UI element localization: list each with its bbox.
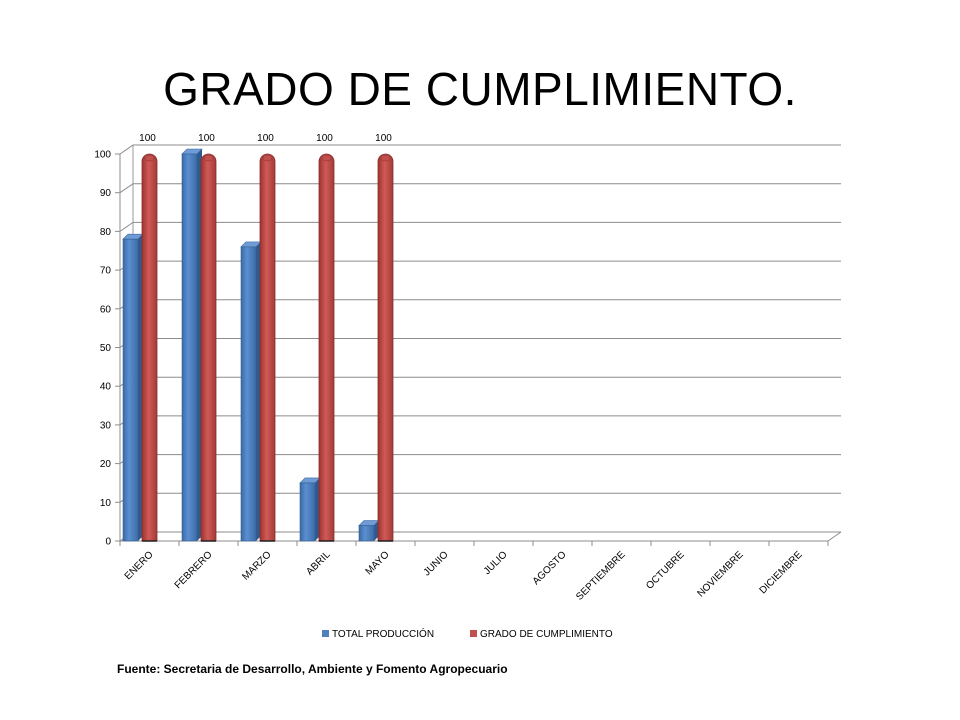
x-tick-label: SEPTIEMBRE: [574, 549, 628, 603]
x-tick-label: NOVIEMBRE: [695, 549, 745, 599]
legend-item: TOTAL PRODUCCIÓN: [322, 627, 434, 640]
legend-swatch: [322, 630, 329, 637]
y-tick-label: 50: [100, 343, 112, 354]
bar-grado-cumplimiento: [141, 153, 158, 542]
gridline: [119, 492, 841, 503]
x-tick-label: AGOSTO: [531, 549, 569, 587]
y-tick-label: 70: [100, 266, 112, 277]
y-tick-label: 60: [100, 304, 112, 315]
bar-total-produccion: [240, 241, 262, 542]
floor-edge: [827, 531, 842, 542]
slide-title: GRADO DE CUMPLIMIENTO.: [163, 63, 797, 115]
x-tick-label: JULIO: [482, 549, 510, 577]
chart-bars: [122, 148, 394, 542]
data-label: 100: [257, 133, 274, 144]
legend-label: GRADO DE CUMPLIMIENTO: [480, 629, 613, 640]
bar-total-produccion: [299, 477, 321, 542]
y-tick-label: 0: [105, 537, 111, 548]
y-tick-label: 10: [100, 498, 112, 509]
data-label: 100: [139, 133, 156, 144]
x-tick-label: MAYO: [364, 549, 392, 577]
gridline: [119, 299, 841, 310]
bar-total-produccion: [181, 148, 203, 542]
y-tick-label: 90: [100, 188, 112, 199]
y-axis: 0 10 20 30 40 50 60 70 80 90 100: [94, 150, 121, 548]
gridline: [119, 144, 841, 155]
gridline: [119, 221, 841, 232]
data-label: 100: [316, 133, 333, 144]
data-label: 100: [198, 133, 215, 144]
bar-grado-cumplimiento: [318, 153, 335, 542]
x-tick-label: OCTUBRE: [644, 549, 687, 592]
y-tick-label: 40: [100, 382, 112, 393]
y-tick-label: 30: [100, 420, 112, 431]
gridline: [119, 454, 841, 465]
y-tick-label: 100: [94, 150, 111, 161]
data-labels: 100 100 100 100 100: [139, 133, 392, 144]
gridline: [119, 415, 841, 426]
gridline: [119, 338, 841, 348]
x-tick-label: ENERO: [123, 549, 156, 582]
data-label: 100: [375, 133, 392, 144]
x-tick-label: JUNIO: [422, 549, 451, 578]
gridline: [119, 531, 841, 542]
chart-gridlines: [119, 144, 841, 542]
gridline: [119, 260, 841, 271]
chart-legend: TOTAL PRODUCCIÓN GRADO DE CUMPLIMIENTO: [322, 627, 613, 640]
gridline: [119, 183, 841, 194]
source-note: Fuente: Secretaria de Desarrollo, Ambien…: [117, 662, 508, 676]
x-tick-label: ABRIL: [304, 549, 333, 578]
x-tick-label: DICIEMBRE: [758, 549, 805, 596]
bar-grado-cumplimiento: [259, 153, 276, 542]
bar-grado-cumplimiento: [200, 153, 217, 542]
legend-swatch: [470, 630, 477, 637]
bar-grado-cumplimiento: [377, 153, 394, 542]
x-axis: ENERO FEBRERO MARZO ABRIL MAYO JUNIO JULIO AGOS…: [119, 531, 842, 603]
bar-total-produccion: [358, 520, 380, 542]
x-tick-label: FEBRERO: [173, 549, 215, 591]
bar-total-produccion: [122, 233, 144, 542]
x-tick-label: MARZO: [240, 549, 273, 582]
gridline: [119, 376, 841, 387]
legend-item: GRADO DE CUMPLIMIENTO: [470, 629, 613, 640]
y-tick-label: 80: [100, 227, 112, 238]
legend-label: TOTAL PRODUCCIÓN: [332, 627, 434, 640]
y-tick-label: 20: [100, 459, 112, 470]
